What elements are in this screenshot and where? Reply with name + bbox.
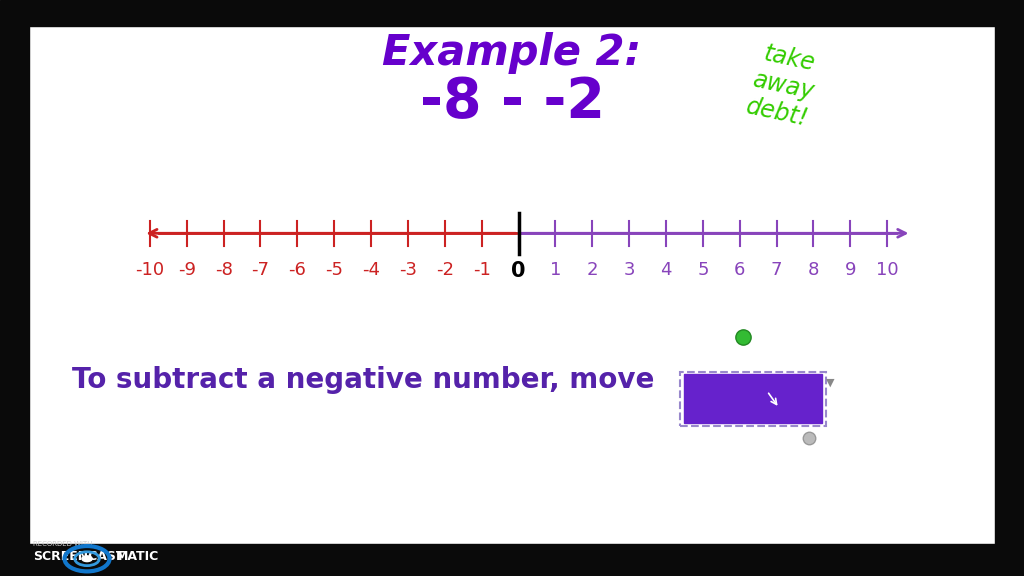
Text: 2: 2 <box>587 261 598 279</box>
Bar <box>684 374 822 423</box>
Text: -10: -10 <box>135 261 165 279</box>
Text: 1: 1 <box>550 261 561 279</box>
Text: -8: -8 <box>215 261 232 279</box>
Text: To subtract a negative number, move: To subtract a negative number, move <box>73 366 654 394</box>
Text: 9: 9 <box>845 261 856 279</box>
Text: Example 2:: Example 2: <box>382 32 642 74</box>
Text: ▼: ▼ <box>826 377 835 387</box>
Text: -1: -1 <box>473 261 490 279</box>
Text: -9: -9 <box>178 261 196 279</box>
Bar <box>0 0 1024 26</box>
Text: 3: 3 <box>624 261 635 279</box>
Circle shape <box>82 556 92 562</box>
Text: 4: 4 <box>660 261 672 279</box>
Text: -5: -5 <box>326 261 343 279</box>
Text: 5: 5 <box>697 261 709 279</box>
Bar <box>0 26 29 544</box>
Text: MATIC: MATIC <box>116 551 159 563</box>
Text: 10: 10 <box>876 261 898 279</box>
Text: 7: 7 <box>771 261 782 279</box>
Bar <box>995 26 1024 544</box>
Text: -7: -7 <box>252 261 269 279</box>
Text: RECORDED WITH: RECORDED WITH <box>33 541 92 547</box>
Text: 0: 0 <box>511 261 525 281</box>
Bar <box>680 372 826 426</box>
Text: -4: -4 <box>362 261 380 279</box>
Text: SCREENCAST: SCREENCAST <box>33 551 124 563</box>
Text: 8: 8 <box>808 261 819 279</box>
Bar <box>0 544 1024 576</box>
Text: 6: 6 <box>734 261 745 279</box>
Text: -6: -6 <box>289 261 306 279</box>
Text: -3: -3 <box>399 261 417 279</box>
Text: -2: -2 <box>436 261 454 279</box>
Text: -8 - -2: -8 - -2 <box>420 75 604 129</box>
Text: take
away
debt!: take away debt! <box>744 40 822 131</box>
